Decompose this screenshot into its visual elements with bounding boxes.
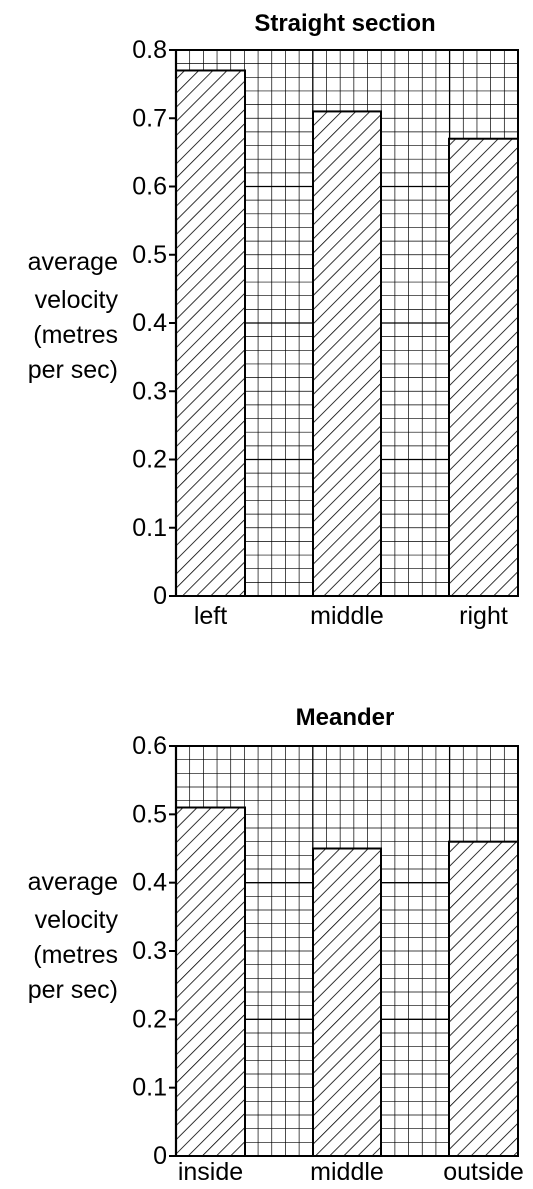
bar-left [175,69,246,598]
y-tick-label: 0.1 [132,1074,167,1102]
chart-title: Meander [296,704,395,731]
bar-middle [312,847,382,1157]
y-tick-label: 0.5 [132,800,167,828]
category-label: outside [443,1158,524,1186]
chart-title: Straight section [254,10,435,37]
y-tick-label: 0.2 [132,446,167,474]
category-label: middle [310,602,384,630]
y-tick-label: 0.6 [132,173,167,201]
y-axis-label: average [28,248,118,276]
y-tick-label: 0.5 [132,241,167,269]
y-tick-label: 0.2 [132,1005,167,1033]
y-tick-label: 0.3 [132,377,167,405]
y-tick-label: 0.4 [132,309,167,337]
y-axis-label: velocity [35,286,119,314]
bar-right [448,137,519,597]
y-axis-label: per sec) [28,976,118,1004]
category-label: middle [310,1158,384,1186]
category-label: right [459,602,508,630]
y-tick-label: 0.1 [132,514,167,542]
bar-middle [312,110,382,598]
meander-chart: 0 0.1 0.2 0.3 0.4 0.5 0.6 inside middle outside Me… [28,704,524,1186]
y-tick-label: 0.3 [132,937,167,965]
bar-outside [448,840,519,1158]
y-tick-label: 0 [153,1142,167,1170]
y-tick-label: 0.8 [132,36,167,64]
y-tick-label: 0.4 [132,869,167,897]
y-tick-label: 0.6 [132,732,167,760]
category-label: inside [178,1158,243,1186]
straight-section-chart: 0 0.1 0.2 0.3 0.4 0.5 0.6 0.7 0.8 left middle right… [28,10,519,630]
y-axis-label: (metres [33,941,118,969]
y-axis-label: velocity [35,906,119,934]
y-axis-label: (metres [33,321,118,349]
y-tick-label: 0 [153,582,167,610]
y-axis-label: average [28,868,118,896]
bar-inside [175,806,246,1157]
y-tick-label: 0.7 [132,104,167,132]
y-axis-label: per sec) [28,356,118,384]
category-label: left [194,602,227,630]
